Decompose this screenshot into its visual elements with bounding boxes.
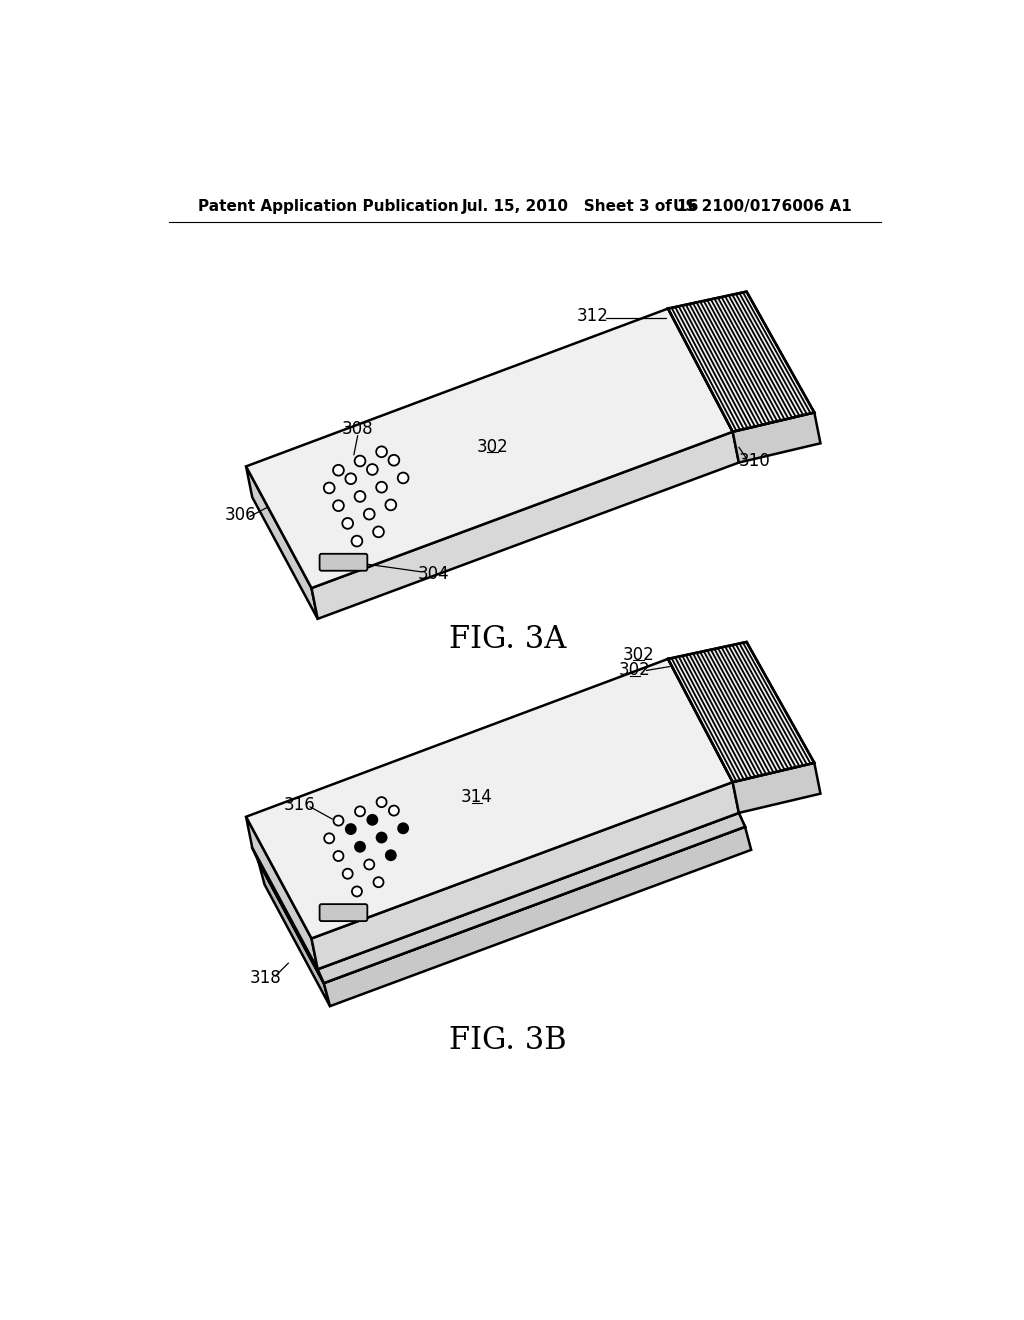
FancyBboxPatch shape [319,554,368,570]
Text: 306: 306 [225,506,256,524]
Text: FIG. 3B: FIG. 3B [450,1024,566,1056]
Text: 316: 316 [284,796,315,814]
Circle shape [343,869,352,879]
Polygon shape [258,659,745,983]
Circle shape [377,797,387,807]
Circle shape [376,482,387,492]
Text: 318: 318 [250,969,282,987]
Polygon shape [252,689,739,969]
Text: Patent Application Publication: Patent Application Publication [199,198,459,214]
Circle shape [388,455,399,466]
Text: 302: 302 [476,438,508,457]
Polygon shape [733,763,820,813]
Circle shape [368,814,378,825]
Polygon shape [246,659,733,939]
Polygon shape [733,412,820,462]
Circle shape [342,517,353,529]
Circle shape [385,499,396,511]
Circle shape [354,455,366,466]
Circle shape [398,824,409,833]
Polygon shape [317,813,745,983]
Circle shape [367,465,378,475]
Text: 314: 314 [461,788,493,807]
Circle shape [355,842,365,851]
Circle shape [334,816,343,825]
Text: 302: 302 [620,661,651,680]
Circle shape [364,508,375,520]
Polygon shape [311,432,739,619]
Text: 308: 308 [342,421,374,438]
Circle shape [374,878,384,887]
Polygon shape [246,817,317,969]
Text: 312: 312 [577,308,608,325]
Text: 304: 304 [418,565,449,583]
Circle shape [373,527,384,537]
Circle shape [346,824,355,834]
Circle shape [386,850,396,861]
Polygon shape [246,466,317,619]
Circle shape [333,500,344,511]
Text: 302: 302 [623,645,654,664]
Text: Jul. 15, 2010   Sheet 3 of 16: Jul. 15, 2010 Sheet 3 of 16 [462,198,699,214]
Polygon shape [668,292,814,432]
Text: 310: 310 [738,451,770,470]
Polygon shape [258,704,745,983]
Circle shape [333,465,344,475]
Circle shape [354,491,366,502]
Circle shape [376,446,387,457]
Polygon shape [258,862,330,1006]
Polygon shape [252,847,324,983]
Circle shape [355,807,365,816]
Polygon shape [324,826,752,1006]
Polygon shape [311,781,739,969]
Circle shape [377,833,387,842]
Circle shape [397,473,409,483]
Circle shape [334,851,343,861]
Circle shape [345,474,356,484]
FancyBboxPatch shape [319,904,368,921]
Circle shape [389,805,399,816]
Text: FIG. 3A: FIG. 3A [450,624,566,655]
Circle shape [324,483,335,494]
Polygon shape [246,309,733,589]
Circle shape [351,536,362,546]
Polygon shape [668,642,814,781]
Circle shape [325,833,334,843]
Circle shape [352,887,361,896]
Circle shape [365,859,374,870]
Text: US 2100/0176006 A1: US 2100/0176006 A1 [673,198,851,214]
